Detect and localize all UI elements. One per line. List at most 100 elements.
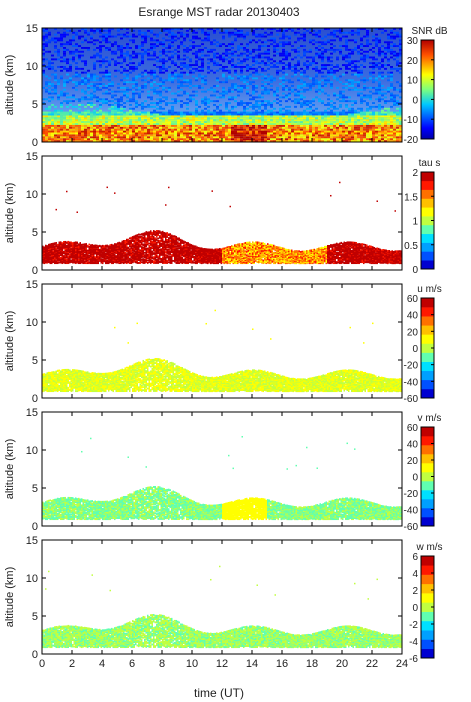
heatmap-cell bbox=[339, 123, 342, 125]
heatmap-cell bbox=[63, 257, 65, 260]
heatmap-cell bbox=[372, 56, 375, 59]
heatmap-cell bbox=[348, 130, 351, 133]
heatmap-cell bbox=[135, 52, 138, 55]
heatmap-cell bbox=[138, 115, 141, 118]
heatmap-cell bbox=[93, 77, 96, 80]
heatmap-cell bbox=[348, 107, 351, 110]
heatmap-cell bbox=[279, 119, 282, 122]
heatmap-cell bbox=[231, 115, 234, 118]
heatmap-cell bbox=[387, 43, 390, 46]
heatmap-cell bbox=[222, 117, 225, 120]
heatmap-cell bbox=[54, 41, 57, 44]
heatmap-cell bbox=[76, 261, 78, 264]
heatmap-cell bbox=[156, 128, 159, 131]
heatmap-cell bbox=[177, 126, 180, 129]
heatmap-cell bbox=[138, 64, 141, 66]
heatmap-cell bbox=[78, 128, 81, 131]
heatmap-cell bbox=[189, 121, 192, 123]
heatmap-cell bbox=[177, 56, 180, 59]
heatmap-cell bbox=[132, 86, 135, 89]
heatmap-cell bbox=[99, 35, 102, 38]
heatmap-cell bbox=[99, 105, 102, 108]
heatmap-cell bbox=[369, 126, 372, 129]
heatmap-cell bbox=[234, 86, 237, 89]
heatmap-cell bbox=[105, 48, 108, 51]
heatmap-cell bbox=[282, 31, 285, 34]
heatmap-cell bbox=[84, 132, 87, 135]
heatmap-cell bbox=[300, 113, 303, 116]
heatmap-cell bbox=[43, 252, 45, 255]
heatmap-cell bbox=[348, 132, 351, 135]
heatmap-cell bbox=[105, 29, 108, 32]
heatmap-cell bbox=[261, 86, 264, 89]
heatmap-cell bbox=[76, 258, 78, 261]
heatmap-cell bbox=[243, 105, 246, 108]
heatmap-cell bbox=[363, 77, 366, 80]
heatmap-cell bbox=[303, 75, 306, 78]
heatmap-cell bbox=[219, 136, 222, 139]
heatmap-cell bbox=[243, 124, 246, 127]
heatmap-cell bbox=[108, 48, 111, 51]
heatmap-cell bbox=[249, 136, 252, 139]
heatmap-cell bbox=[303, 115, 306, 118]
heatmap-cell bbox=[42, 245, 44, 248]
heatmap-cell bbox=[399, 54, 402, 57]
heatmap-cell bbox=[348, 81, 351, 84]
heatmap-cell bbox=[231, 31, 234, 34]
heatmap-cell bbox=[339, 104, 342, 106]
heatmap-cell bbox=[357, 121, 360, 123]
heatmap-cell bbox=[360, 121, 363, 123]
heatmap-cell bbox=[330, 83, 333, 85]
heatmap-cell bbox=[177, 54, 180, 57]
heatmap-cell bbox=[303, 52, 306, 55]
heatmap-cell bbox=[372, 86, 375, 89]
heatmap-cell bbox=[45, 37, 48, 40]
heatmap-cell bbox=[321, 37, 324, 40]
heatmap-cell bbox=[261, 85, 264, 87]
heatmap-cell bbox=[228, 33, 231, 36]
heatmap-cell bbox=[57, 136, 60, 139]
heatmap-cell bbox=[375, 88, 378, 91]
heatmap-cell bbox=[360, 98, 363, 101]
heatmap-cell bbox=[132, 121, 135, 123]
heatmap-cell bbox=[99, 109, 102, 112]
heatmap-cell bbox=[87, 115, 90, 118]
heatmap-cell bbox=[339, 134, 342, 137]
heatmap-cell bbox=[252, 98, 255, 101]
heatmap-cell bbox=[84, 39, 87, 42]
heatmap-cell bbox=[366, 136, 369, 139]
heatmap-cell bbox=[57, 259, 59, 261]
heatmap-cell bbox=[294, 66, 297, 68]
heatmap-cell bbox=[54, 126, 57, 129]
heatmap-cell bbox=[351, 79, 354, 82]
heatmap-cell bbox=[318, 48, 321, 51]
heatmap-cell bbox=[303, 140, 306, 142]
heatmap-cell bbox=[321, 43, 324, 46]
heatmap-cell bbox=[306, 134, 309, 137]
heatmap-cell bbox=[75, 33, 78, 36]
heatmap-cell bbox=[228, 111, 231, 114]
heatmap-cell bbox=[285, 94, 288, 97]
heatmap-cell bbox=[303, 136, 306, 139]
heatmap-cell bbox=[255, 28, 258, 30]
heatmap-cell bbox=[63, 113, 66, 116]
heatmap-cell bbox=[159, 124, 162, 127]
heatmap-cell bbox=[204, 75, 207, 78]
heatmap-cell bbox=[354, 115, 357, 118]
heatmap-cell bbox=[312, 128, 315, 131]
heatmap-cell bbox=[144, 37, 147, 40]
heatmap-cell bbox=[306, 126, 309, 129]
heatmap-cell bbox=[342, 31, 345, 34]
heatmap-cell bbox=[165, 67, 168, 70]
heatmap-cell bbox=[204, 111, 207, 114]
heatmap-cell bbox=[291, 111, 294, 114]
heatmap-cell bbox=[390, 52, 393, 55]
heatmap-cell bbox=[375, 33, 378, 36]
heatmap-cell bbox=[255, 136, 258, 139]
heatmap-cell bbox=[210, 100, 213, 103]
heatmap-cell bbox=[231, 117, 234, 120]
heatmap-cell bbox=[126, 69, 129, 72]
heatmap-cell bbox=[330, 100, 333, 103]
heatmap-cell bbox=[147, 52, 150, 55]
